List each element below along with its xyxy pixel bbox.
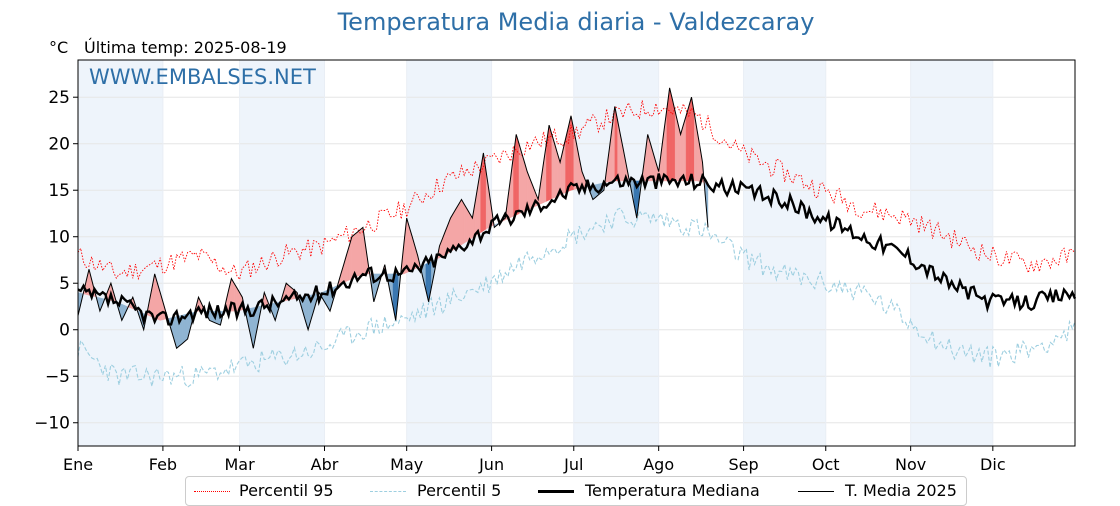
anomaly-fill [683,115,687,182]
x-axis-ticks: Ene Feb Mar Abr May Jun Jul Ago Sep Oct Nov Dic [63,446,1006,474]
anomaly-fill [685,106,689,182]
anomaly-fill [354,231,358,278]
legend-swatch-2025 [798,491,834,492]
y-tick-label: 25 [48,88,70,108]
series-line-p95 [77,100,1076,281]
month-band [743,60,826,446]
chart-title: Temperatura Media diaria - Valdezcaray [337,8,815,36]
y-tick-label: 0 [59,321,70,341]
y-tick-label: 5 [59,274,70,294]
anomaly-fill [458,198,462,247]
anomaly-fill [516,134,520,216]
x-tick-label: Feb [149,455,177,474]
anomaly-fill [455,203,459,249]
x-tick-label: Mar [225,455,256,474]
anomaly-fill [461,198,465,246]
x-tick-label: May [390,455,423,474]
legend-swatch-median [538,490,574,493]
anomaly-fill [359,226,364,276]
anomaly-fill [464,203,468,244]
anomaly-fill [357,229,361,277]
anomaly-fill [453,208,457,251]
anomaly-fill [669,87,673,182]
anomaly-fill [672,99,676,182]
unit-label: °C [49,38,69,57]
x-tick-label: Ago [643,455,674,474]
y-tick-label: −5 [45,367,70,387]
month-band [910,60,993,446]
series-line-p5 [77,207,1076,388]
legend: Percentil 95 Percentil 5 Temperatura Med… [185,476,967,506]
series-lines [77,87,1077,388]
y-tick-label: 20 [48,135,70,155]
y-tick-label: 15 [48,181,70,201]
legend-label-median: Temperatura Mediana [585,481,760,500]
month-band [406,60,492,446]
legend-swatch-p5 [370,491,406,492]
legend-label-p5: Percentil 5 [417,481,502,500]
y-tick-label: 10 [48,228,70,248]
month-bands [78,60,993,446]
y-tick-label: −10 [34,414,70,434]
legend-swatch-p95 [194,491,230,492]
x-tick-label: Jun [478,455,504,474]
month-band [78,60,163,446]
last-temp-label: Última temp: 2025-08-19 [84,38,287,57]
series-line-median [77,172,1077,327]
plot-frame [77,59,1076,447]
legend-label-p95: Percentil 95 [239,481,334,500]
x-tick-label: Abr [311,455,339,474]
x-tick-label: Nov [895,455,926,474]
y-axis-ticks: −10 −5 0 5 10 15 20 25 [34,88,78,434]
x-tick-label: Sep [729,455,759,474]
x-tick-label: Jul [563,455,583,474]
series-line-2025 [77,87,709,350]
anomaly-fill [551,134,555,200]
legend-label-2025: T. Media 2025 [845,481,957,500]
watermark: WWW.EMBALSES.NET [89,65,316,89]
x-tick-label: Oct [812,455,840,474]
x-tick-label: Ene [63,455,93,474]
x-tick-label: Dic [980,455,1006,474]
